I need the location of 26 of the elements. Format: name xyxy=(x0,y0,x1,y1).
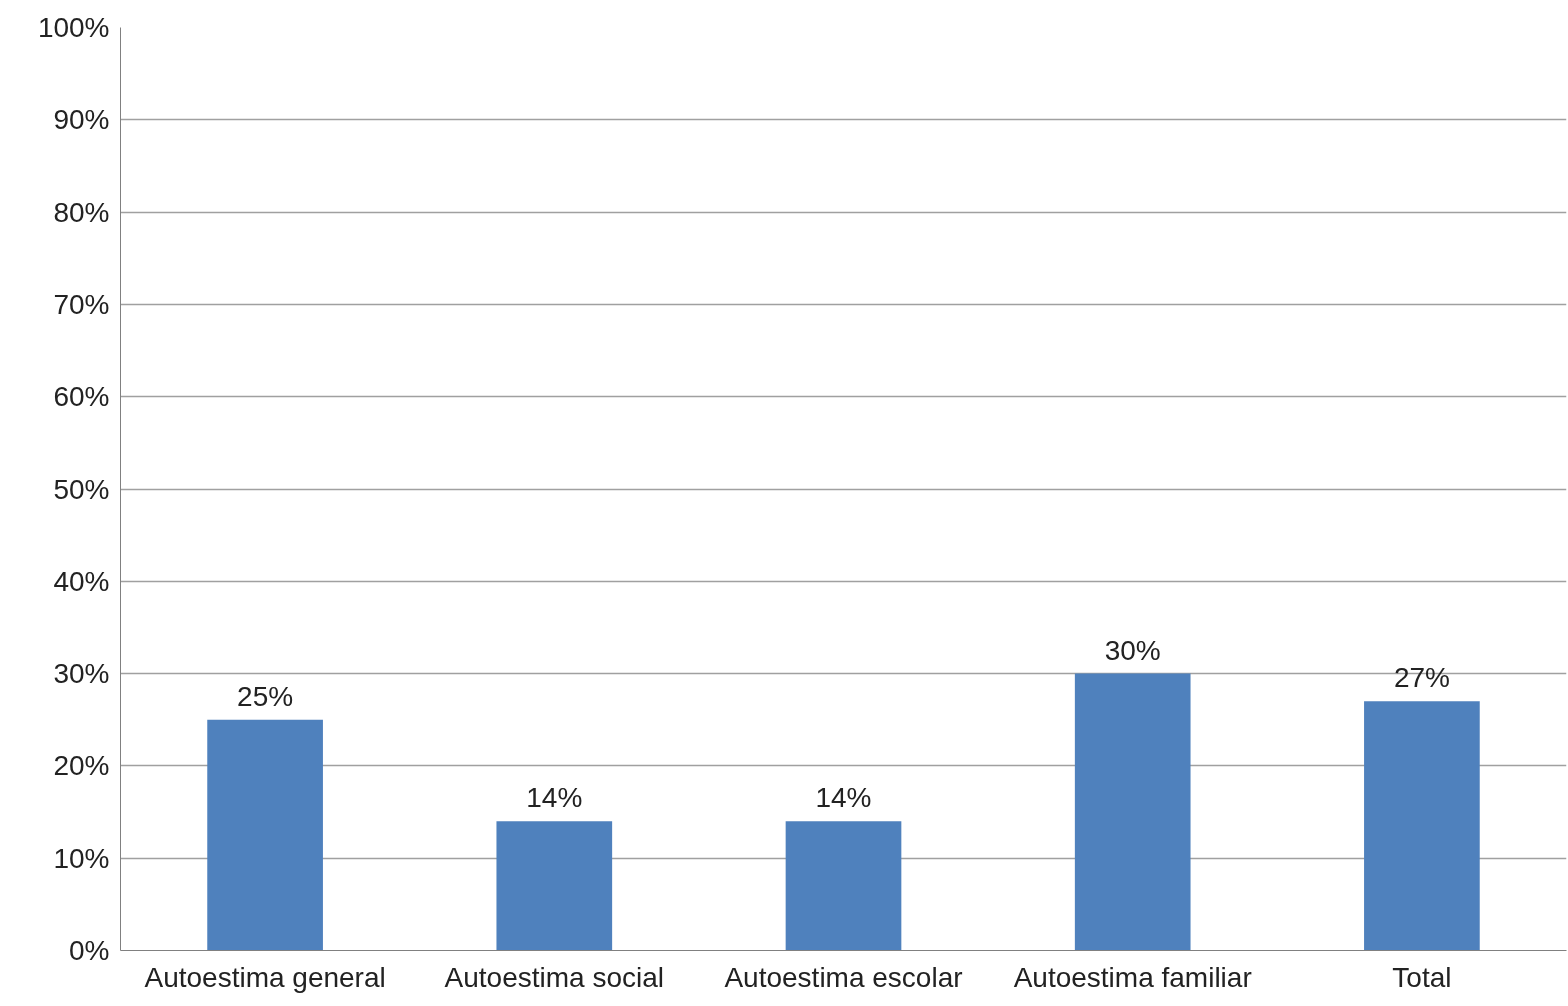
y-tick-label: 20% xyxy=(53,750,110,782)
y-tick-label: 0% xyxy=(69,935,110,966)
y-tick-label: 60% xyxy=(53,381,110,413)
x-tick-label: Autoestima familiar xyxy=(1013,961,1252,993)
bar xyxy=(207,719,323,951)
y-tick-label: 70% xyxy=(53,288,110,320)
data-label: 30% xyxy=(1104,634,1161,666)
bar xyxy=(785,821,902,951)
y-tick-label: 40% xyxy=(53,565,110,597)
y-tick-label: 50% xyxy=(53,473,110,505)
x-tick-label: Autoestima general xyxy=(144,961,386,993)
y-tick-label: 30% xyxy=(53,658,110,690)
data-label: 25% xyxy=(237,680,294,712)
x-tick-label: Total xyxy=(1392,961,1452,993)
x-tick-label: Autoestima social xyxy=(444,961,665,993)
bar xyxy=(1074,673,1191,951)
data-label: 14% xyxy=(815,782,872,814)
y-tick-label: 90% xyxy=(53,104,110,136)
x-tick-label: Autoestima escolar xyxy=(724,961,963,993)
bar xyxy=(496,821,613,951)
y-tick-label: 10% xyxy=(53,842,110,874)
data-label: 27% xyxy=(1393,662,1450,694)
y-tick-label: 80% xyxy=(53,196,110,228)
data-label: 14% xyxy=(526,782,583,814)
bar xyxy=(1364,701,1480,951)
y-tick-label: 100% xyxy=(37,12,110,43)
